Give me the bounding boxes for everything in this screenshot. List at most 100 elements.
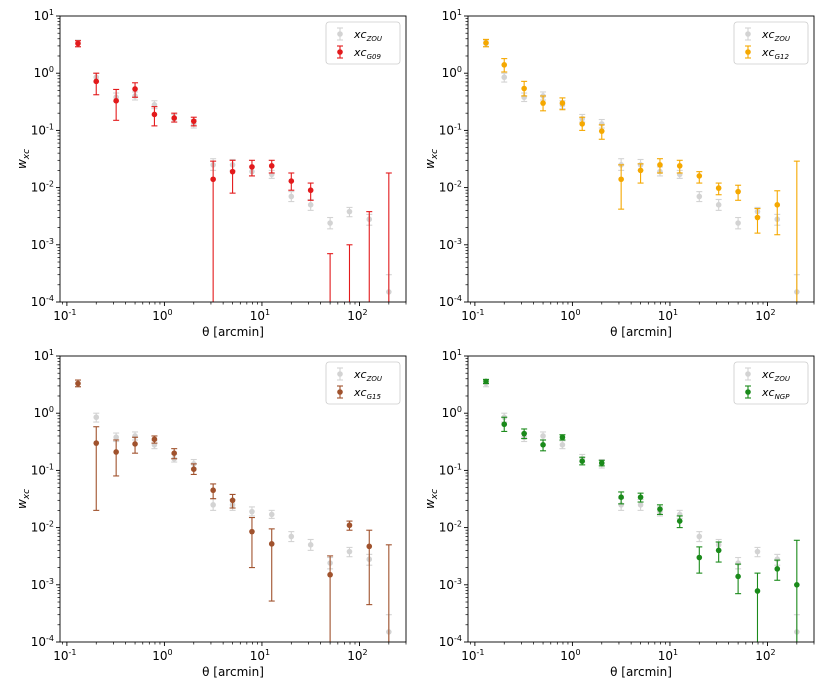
- data-point: [618, 494, 624, 500]
- data-point: [501, 74, 508, 81]
- data-point: [346, 522, 353, 529]
- legend-marker: [337, 371, 343, 377]
- y-tick-exponent: -3: [46, 237, 54, 246]
- y-tick-exponent: -4: [46, 634, 54, 643]
- x-axis-label: θ [arcmin]: [610, 665, 672, 679]
- y-tick-label: 101: [34, 8, 54, 23]
- data-point: [696, 193, 703, 200]
- y-tick-label: 10-2: [31, 180, 54, 195]
- data-point: [637, 167, 644, 174]
- data-point: [676, 163, 683, 169]
- x-tick-exponent: -1: [477, 308, 485, 317]
- y-tick-label: 100: [442, 65, 462, 80]
- y-tick-exponent: -2: [46, 180, 54, 189]
- legend-label-sub: ZOU: [774, 35, 790, 43]
- legend-frame: [733, 361, 809, 405]
- data-point: [774, 566, 781, 572]
- data-point: [249, 508, 255, 515]
- data-point: [637, 494, 644, 500]
- axes-frame: [59, 355, 407, 643]
- x-tick-label: 102: [755, 648, 775, 663]
- data-point: [151, 436, 158, 443]
- data-point: [559, 434, 566, 441]
- y-tick-exponent: 1: [457, 348, 462, 357]
- x-axis-label: θ [arcmin]: [202, 325, 264, 339]
- data-point: [598, 460, 605, 466]
- y-tick-label: 10-3: [31, 577, 54, 592]
- axes-frame: [467, 15, 815, 303]
- data-point: [268, 163, 275, 169]
- y-tick-label: 10-3: [31, 237, 54, 252]
- data-point: [249, 164, 255, 170]
- y-tick-exponent: 0: [49, 405, 54, 414]
- data-point: [171, 115, 178, 121]
- x-tick-label: 100: [560, 308, 580, 323]
- data-point: [521, 430, 527, 437]
- legend-marker: [337, 389, 343, 395]
- x-tick-exponent: -1: [69, 308, 77, 317]
- series-G09: [74, 40, 392, 302]
- y-tick-exponent: -3: [46, 577, 54, 586]
- y-tick-label: 10-4: [439, 634, 462, 649]
- data-point: [774, 202, 781, 208]
- legend-label-sub: ZOU: [366, 35, 382, 43]
- data-point: [579, 121, 586, 127]
- x-tick-exponent: 0: [168, 648, 173, 657]
- y-tick-label: 10-4: [31, 294, 54, 309]
- y-tick-exponent: 1: [49, 8, 54, 17]
- x-tick-label: 100: [152, 308, 172, 323]
- data-point: [288, 193, 295, 200]
- data-point: [501, 62, 508, 68]
- legend-frame: [733, 21, 809, 65]
- legend-frame: [325, 21, 401, 65]
- x-tick-exponent: 1: [265, 648, 270, 657]
- axes-frame: [467, 355, 815, 643]
- y-tick-exponent: -2: [454, 520, 462, 529]
- x-tick-label: 10-1: [53, 648, 76, 663]
- data-point: [754, 588, 761, 594]
- x-tick-label: 101: [658, 648, 678, 663]
- y-tick-exponent: -1: [454, 122, 462, 131]
- y-tick-exponent: -1: [46, 122, 54, 131]
- y-tick-label: 10-2: [439, 520, 462, 535]
- y-tick-exponent: -3: [454, 577, 462, 586]
- data-point: [715, 202, 722, 208]
- legend-marker: [745, 371, 751, 377]
- x-tick-exponent: 0: [168, 308, 173, 317]
- series-NGP: [482, 378, 800, 642]
- y-axis-label-main: w: [423, 159, 437, 169]
- legend-label-sub: G09: [367, 53, 382, 61]
- data-point: [754, 214, 761, 221]
- y-tick-exponent: -2: [454, 180, 462, 189]
- series-G12: [482, 38, 800, 302]
- data-point: [229, 168, 236, 175]
- legend-marker: [337, 31, 343, 37]
- data-point: [501, 421, 508, 428]
- data-point: [598, 128, 605, 134]
- y-tick-exponent: -1: [46, 462, 54, 471]
- legend-label-sub: G15: [367, 393, 382, 401]
- x-tick-label: 101: [250, 308, 270, 323]
- data-point: [307, 542, 314, 548]
- data-point: [483, 378, 489, 385]
- data-point: [521, 85, 527, 92]
- data-point: [75, 380, 81, 387]
- data-point: [93, 414, 100, 421]
- x-tick-label: 10-1: [461, 648, 484, 663]
- x-tick-exponent: 1: [265, 308, 270, 317]
- data-point: [540, 100, 546, 106]
- y-tick-exponent: 1: [49, 348, 54, 357]
- data-point: [327, 571, 333, 578]
- x-axis-label: θ [arcmin]: [202, 665, 264, 679]
- y-axis-label: wxc: [15, 149, 32, 169]
- y-axis-label-main: w: [423, 499, 437, 509]
- y-tick-exponent: 0: [49, 65, 54, 74]
- data-point: [559, 442, 566, 448]
- y-tick-exponent: -4: [454, 294, 462, 303]
- y-tick-label: 10-4: [31, 634, 54, 649]
- axes-frame: [59, 15, 407, 303]
